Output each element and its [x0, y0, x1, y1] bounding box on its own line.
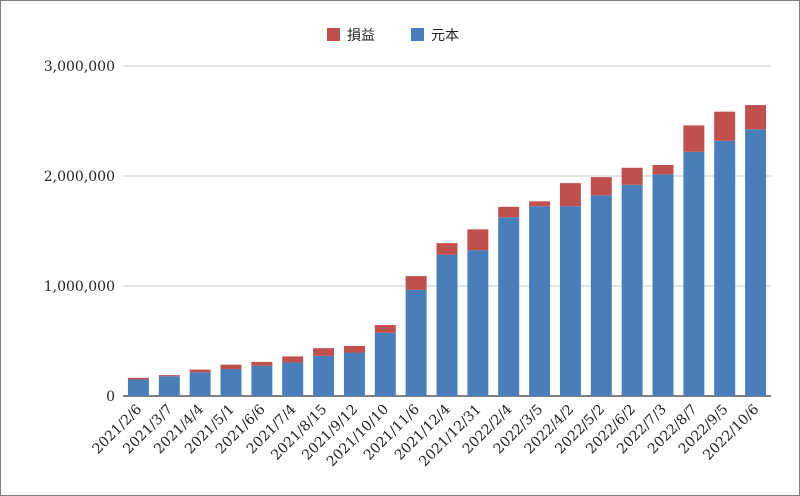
bar-principal	[189, 372, 211, 396]
y-tick-label: 2,000,000	[44, 169, 115, 185]
bar-principal	[405, 289, 427, 396]
bar-profit-loss	[590, 177, 612, 196]
bar-profit-loss	[436, 243, 458, 255]
bar-profit-loss	[282, 356, 304, 363]
bar-principal	[590, 195, 612, 396]
bar-profit-loss	[405, 276, 427, 290]
bar-principal	[343, 352, 365, 396]
bar-profit-loss	[498, 206, 520, 218]
bar-profit-loss	[683, 125, 705, 152]
bar-profit-loss	[343, 345, 365, 353]
bar-principal	[467, 250, 489, 396]
bar-profit-loss	[559, 183, 581, 207]
bar-profit-loss	[220, 364, 242, 370]
bar-profit-loss	[652, 165, 674, 175]
legend: 損益 元本	[327, 28, 459, 44]
y-tick-label: 0	[106, 389, 115, 405]
bar-profit-loss	[714, 111, 736, 141]
bar-principal	[436, 254, 458, 396]
bar-principal	[621, 184, 643, 396]
bar-principal	[220, 369, 242, 396]
bar-profit-loss	[467, 229, 489, 251]
bar-principal	[158, 376, 180, 396]
bar-profit-loss	[745, 105, 767, 130]
bar-profit-loss	[189, 369, 211, 373]
bar-profit-loss	[313, 348, 335, 356]
bar-profit-loss	[529, 201, 551, 207]
y-axis-ticks: 0 1,000,000 2,000,000 3,000,000	[44, 59, 115, 405]
bar-principal	[745, 129, 767, 396]
y-tick-label: 1,000,000	[44, 279, 115, 295]
bar-principal	[652, 174, 674, 396]
bar-principal	[559, 206, 581, 396]
bar-principal	[127, 379, 149, 396]
bar-profit-loss	[251, 361, 273, 366]
bars	[127, 105, 767, 396]
legend-label: 元本	[431, 28, 459, 44]
legend-swatch	[327, 28, 340, 41]
legend-label: 損益	[347, 28, 375, 44]
bar-profit-loss	[621, 167, 643, 185]
bar-profit-loss	[127, 377, 149, 380]
bar-principal	[313, 355, 335, 396]
bar-principal	[498, 217, 520, 396]
bar-principal	[529, 206, 551, 396]
bar-principal	[683, 151, 705, 396]
x-axis-ticks: 2021/2/62021/3/72021/4/42021/5/12021/6/6…	[89, 401, 762, 469]
bar-principal	[374, 332, 396, 396]
bar-principal	[714, 140, 736, 396]
legend-swatch	[411, 28, 424, 41]
bar-profit-loss	[374, 325, 396, 333]
bar-principal	[282, 362, 304, 396]
y-tick-label: 3,000,000	[44, 59, 115, 75]
bar-principal	[251, 365, 273, 396]
bar-profit-loss	[158, 375, 180, 377]
